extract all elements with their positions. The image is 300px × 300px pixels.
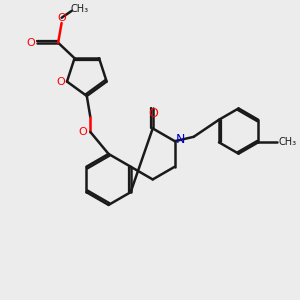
Text: N: N xyxy=(175,133,185,146)
Text: O: O xyxy=(57,13,66,23)
Text: O: O xyxy=(56,76,65,87)
Text: CH₃: CH₃ xyxy=(71,4,89,14)
Text: O: O xyxy=(148,107,158,120)
Text: CH₃: CH₃ xyxy=(279,137,297,147)
Text: O: O xyxy=(79,127,87,137)
Text: O: O xyxy=(26,38,35,48)
